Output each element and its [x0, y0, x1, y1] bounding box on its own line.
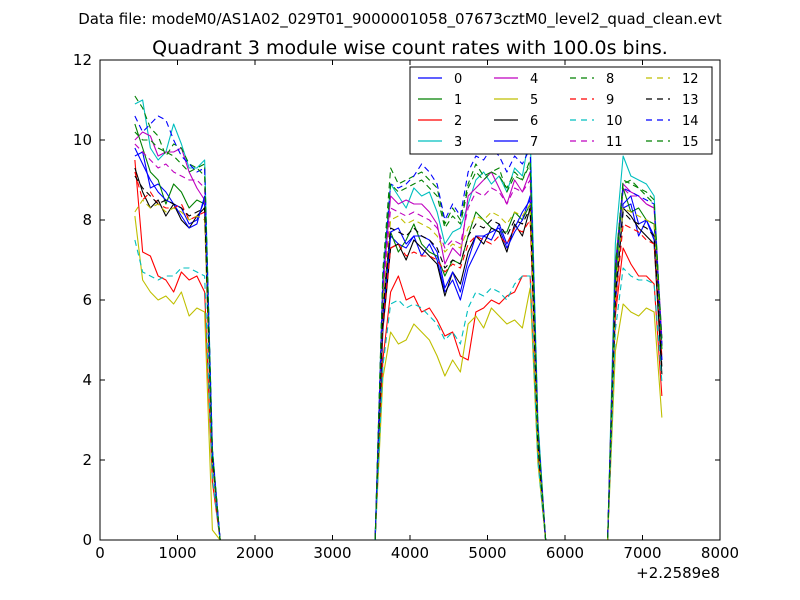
legend-label-15: 15: [682, 135, 699, 150]
chart-title: Quadrant 3 module wise count rates with …: [152, 37, 668, 59]
legend-label-3: 3: [454, 135, 462, 150]
x-tick-label: 4000: [391, 544, 429, 562]
series-line-5: [134, 215, 663, 540]
series-line-13: [134, 175, 663, 540]
series-line-2: [134, 159, 663, 540]
x-tick-label: 7000: [623, 544, 661, 562]
y-tick-label: 4: [82, 371, 92, 389]
legend-label-11: 11: [606, 135, 623, 150]
data-file-title: Data file: modeM0/AS1A02_029T01_90000010…: [78, 10, 722, 29]
x-offset-label: +2.2589e8: [636, 564, 720, 582]
legend-label-10: 10: [606, 114, 623, 129]
legend-label-12: 12: [682, 72, 699, 87]
legend-label-4: 4: [530, 72, 538, 87]
series-line-6: [134, 167, 663, 540]
axis-ticks: 0 1000 2000 3000 4000 5000 6000 7000 80000246810…: [73, 51, 739, 562]
y-tick-label: 6: [82, 291, 92, 309]
series-layer: [134, 95, 663, 540]
legend-label-8: 8: [606, 72, 614, 87]
y-tick-label: 8: [82, 211, 92, 229]
x-tick-label: 6000: [546, 544, 584, 562]
series-line-14: [134, 115, 663, 540]
legend-label-7: 7: [530, 135, 538, 150]
legend-label-14: 14: [682, 114, 699, 129]
legend-label-6: 6: [530, 114, 538, 129]
legend-box: [409, 66, 713, 155]
y-tick-label: 10: [73, 131, 92, 149]
legend-label-0: 0: [454, 72, 462, 87]
y-tick-label: 12: [73, 51, 92, 69]
x-tick-label: 0: [95, 544, 105, 562]
series-line-3: [134, 99, 663, 540]
y-tick-label: 2: [82, 451, 92, 469]
x-tick-label: 3000: [313, 544, 351, 562]
y-tick-label: 0: [82, 531, 92, 549]
legend-label-1: 1: [454, 93, 462, 108]
x-tick-label: 1000: [158, 544, 196, 562]
legend-label-2: 2: [454, 114, 462, 129]
legend-label-13: 13: [682, 93, 699, 108]
x-tick-label: 5000: [468, 544, 506, 562]
legend-label-9: 9: [606, 93, 614, 108]
legend-label-5: 5: [530, 93, 538, 108]
series-line-7: [134, 147, 663, 540]
x-tick-label: 8000: [701, 544, 739, 562]
series-line-1: [134, 123, 663, 540]
x-tick-label: 2000: [236, 544, 274, 562]
series-line-4: [134, 131, 663, 540]
